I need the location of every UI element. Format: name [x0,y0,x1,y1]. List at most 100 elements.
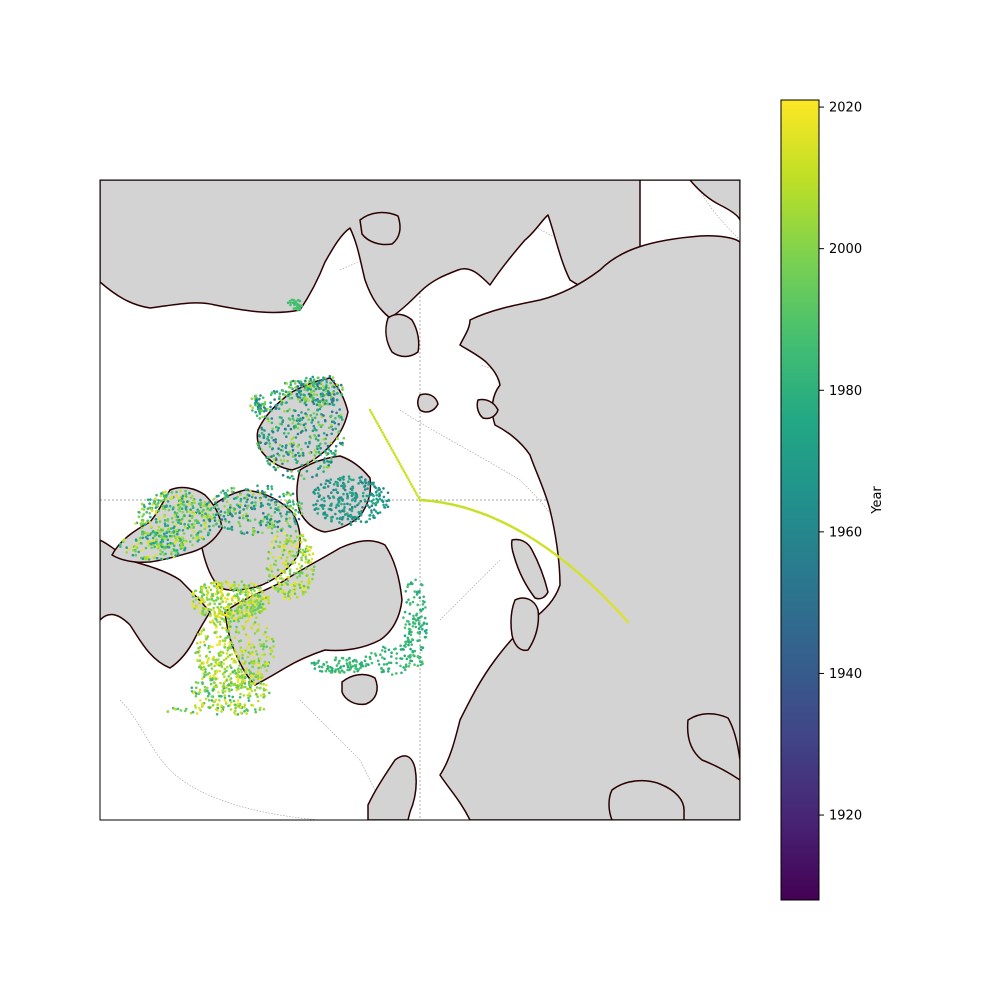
observation-point-canadian-arctic-archipelago [296,388,299,392]
observation-point-hudson-bay [313,508,317,511]
observation-point-baffin-bay-davis-strait [293,572,296,575]
observation-point-labrador-sea [201,682,204,686]
observation-point-baffin-bay-davis-strait [295,567,299,571]
observation-point-labrador-sea [223,698,227,702]
observation-point-canadian-arctic-archipelago [258,408,262,412]
observation-point-baffin-bay-davis-strait [288,572,292,576]
observation-point-greenland-sea [412,596,416,599]
observation-point-baffin-bay-davis-strait [298,586,302,590]
observation-point-greenland-sea [419,625,423,628]
observation-point-canadian-arctic-archipelago [330,414,333,418]
observation-point-transpolar-track [417,496,421,500]
observation-point-canadian-arctic-archipelago [266,521,270,524]
observation-point-beaufort-sea-mackenzie-shelf [170,552,173,556]
observation-point-greenland-sea [409,647,412,651]
observation-point-labrador-sea [258,706,262,710]
observation-point-baffin-bay-davis-strait [200,629,203,633]
observation-point-baffin-bay-davis-strait [225,605,229,609]
observation-point-baffin-bay-davis-strait [298,547,302,551]
observation-point-baffin-bay-davis-strait [243,662,246,665]
observation-point-canadian-arctic-archipelago [245,500,248,504]
observation-point-canadian-arctic-archipelago [322,466,326,469]
observation-point-canadian-arctic-archipelago [312,458,316,461]
observation-point-baffin-bay-davis-strait [302,584,306,588]
observation-point-hudson-bay [376,489,379,492]
observation-point-baffin-bay-davis-strait [224,610,228,613]
observation-point-beaufort-sea-mackenzie-shelf [175,494,178,497]
observation-point-baffin-bay-davis-strait [281,561,285,565]
observation-point-baffin-bay-davis-strait [227,607,231,610]
observation-point-baffin-bay-davis-strait [204,635,207,638]
observation-point-greenland-sea [423,616,427,620]
observation-point-canadian-arctic-archipelago [291,448,295,452]
observation-point-baffin-bay-davis-strait [253,605,256,609]
observation-point-baffin-bay-davis-strait [211,657,215,661]
observation-point-canadian-arctic-archipelago [303,383,307,386]
observation-point-canadian-arctic-archipelago [296,445,300,448]
observation-point-canadian-arctic-archipelago [267,420,271,423]
observation-point-canadian-arctic-archipelago [271,525,274,528]
observation-point-canadian-arctic-archipelago [307,399,310,402]
observation-point-canadian-arctic-archipelago [266,459,269,463]
observation-point-baffin-bay-davis-strait [212,606,215,610]
observation-point-baffin-bay-davis-strait [294,555,298,559]
observation-point-baffin-bay-davis-strait [310,568,313,571]
observation-point-baffin-bay-davis-strait [199,667,203,671]
observation-point-labrador-sea [220,695,223,698]
observation-point-beaufort-sea-mackenzie-shelf [155,538,158,541]
observation-point-beaufort-sea-mackenzie-shelf [144,557,147,561]
observation-point-canadian-arctic-archipelago [313,416,317,420]
observation-point-baffin-bay-davis-strait [236,678,240,681]
observation-point-labrador-sea [249,678,252,682]
observation-point-labrador-sea [220,709,224,712]
observation-point-beaufort-sea-mackenzie-shelf [175,535,178,539]
observation-point-baffin-bay-davis-strait [294,582,298,586]
observation-point-baffin-bay-davis-strait [235,587,239,590]
observation-point-canadian-arctic-archipelago [331,428,335,431]
observation-point-canadian-arctic-archipelago [289,493,293,497]
observation-point-baffin-bay-davis-strait [298,534,302,538]
observation-point-canadian-arctic-archipelago [289,427,293,431]
observation-point-beaufort-sea-mackenzie-shelf [190,526,193,530]
observation-point-baffin-bay-davis-strait [262,645,266,648]
observation-point-labrador-sea [202,675,206,678]
observation-point-greenland-sea [413,590,417,593]
observation-point-canadian-arctic-archipelago [261,396,265,400]
observation-point-greenland-sea [411,650,415,654]
observation-point-baffin-bay-davis-strait [223,596,227,600]
observation-point-canadian-arctic-archipelago [285,401,288,404]
observation-point-labrador-sea [199,699,202,702]
observation-point-hudson-bay [334,506,338,509]
observation-point-beaufort-sea-mackenzie-shelf [149,525,153,528]
observation-point-greenland-sea [383,650,387,653]
observation-point-canadian-arctic-archipelago [278,443,282,447]
observation-point-canadian-arctic-archipelago [298,505,301,508]
observation-point-beaufort-sea-mackenzie-shelf [134,553,138,557]
observation-point-baffin-bay-davis-strait [233,580,236,584]
observation-point-baffin-bay-davis-strait [222,618,226,621]
observation-point-canadian-arctic-archipelago [285,500,289,503]
observation-point-hudson-bay [385,503,388,507]
observation-point-hudson-bay [354,519,357,523]
observation-point-labrador-sea [255,686,259,689]
observation-point-canadian-arctic-archipelago [293,519,297,523]
observation-point-canadian-arctic-archipelago [287,451,291,454]
observation-point-baffin-bay-davis-strait [229,609,233,612]
observation-point-beaufort-sea-mackenzie-shelf [199,524,203,527]
observation-point-baffin-bay-davis-strait [237,583,241,587]
observation-point-canadian-arctic-archipelago [300,411,303,414]
observation-point-baffin-bay-davis-strait [190,601,194,604]
observation-point-canadian-arctic-archipelago [234,512,237,515]
observation-point-beaufort-sea-mackenzie-shelf [184,508,188,511]
observation-point-beaufort-sea-mackenzie-shelf [166,557,169,560]
observation-point-baffin-bay-davis-strait [202,640,206,644]
observation-point-canadian-arctic-archipelago [318,466,321,470]
observation-point-beaufort-sea-mackenzie-shelf [138,539,142,542]
observation-point-greenland-sea [353,670,356,673]
observation-point-canadian-arctic-archipelago [296,427,300,430]
observation-point-beaufort-sea-mackenzie-shelf [146,507,150,511]
observation-point-beaufort-sea-mackenzie-shelf [141,557,145,560]
observation-point-labrador-sea [176,707,180,711]
observation-point-beaufort-sea-mackenzie-shelf [154,518,158,521]
observation-point-baffin-bay-davis-strait [219,681,222,685]
